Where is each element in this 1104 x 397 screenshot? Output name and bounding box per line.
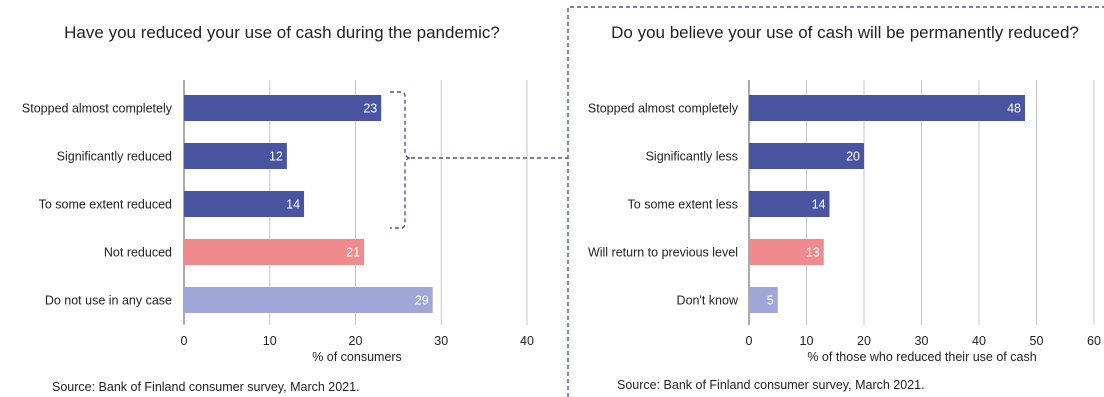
x-tick-label: 30 <box>915 334 929 348</box>
data-label: 12 <box>269 150 283 164</box>
category-label: To some extent less <box>628 198 738 212</box>
bracket <box>390 91 412 229</box>
x-tick-label: 20 <box>857 334 871 348</box>
chart-panel-right: Do you believe your use of cash will be … <box>588 23 1101 392</box>
x-axis-label-right: % of those who reduced their use of cash <box>807 350 1036 364</box>
x-tick-label: 50 <box>1030 334 1044 348</box>
data-label: 21 <box>346 246 360 260</box>
category-label: Significantly less <box>646 150 738 164</box>
bar <box>184 191 305 217</box>
category-label: Don't know <box>677 294 739 308</box>
category-label: Do not use in any case <box>45 294 172 308</box>
data-label: 29 <box>415 294 429 308</box>
x-tick-label: 30 <box>434 334 448 348</box>
data-label: 20 <box>846 150 860 164</box>
category-label: Will return to previous level <box>588 246 738 260</box>
bar <box>184 95 382 121</box>
bar <box>184 287 433 313</box>
x-tick-label: 10 <box>263 334 277 348</box>
category-label: Significantly reduced <box>57 150 172 164</box>
bar <box>184 143 287 169</box>
x-tick-label: 60 <box>1087 334 1101 348</box>
bar <box>749 143 864 169</box>
bar <box>749 287 778 313</box>
data-label: 23 <box>363 102 377 116</box>
category-label: Stopped almost completely <box>588 102 739 116</box>
chart-panel-left: Have you reduced your use of cash during… <box>22 23 534 394</box>
x-tick-label: 40 <box>972 334 986 348</box>
x-axis-label-left: % of consumers <box>312 350 402 364</box>
source-note-left: Source: Bank of Finland consumer survey,… <box>52 380 360 394</box>
bar <box>749 239 824 265</box>
x-tick-label: 10 <box>800 334 814 348</box>
data-label: 48 <box>1007 102 1021 116</box>
category-label: Not reduced <box>104 246 172 260</box>
data-label: 14 <box>286 198 300 212</box>
chart-title-left: Have you reduced your use of cash during… <box>64 23 500 42</box>
panel-border <box>567 6 1104 397</box>
chart-title-right: Do you believe your use of cash will be … <box>611 23 1079 42</box>
x-tick-label: 0 <box>181 334 188 348</box>
data-label: 5 <box>767 294 774 308</box>
x-tick-label: 40 <box>520 334 534 348</box>
data-label: 14 <box>812 198 826 212</box>
bar <box>749 95 1025 121</box>
category-label: Stopped almost completely <box>22 102 173 116</box>
bar <box>749 191 830 217</box>
source-note-right: Source: Bank of Finland consumer survey,… <box>617 378 925 392</box>
x-tick-label: 20 <box>349 334 363 348</box>
category-label: To some extent reduced <box>39 198 172 212</box>
bar <box>184 239 365 265</box>
x-tick-label: 0 <box>746 334 753 348</box>
bracket-connector <box>390 6 1104 397</box>
data-label: 13 <box>806 246 820 260</box>
